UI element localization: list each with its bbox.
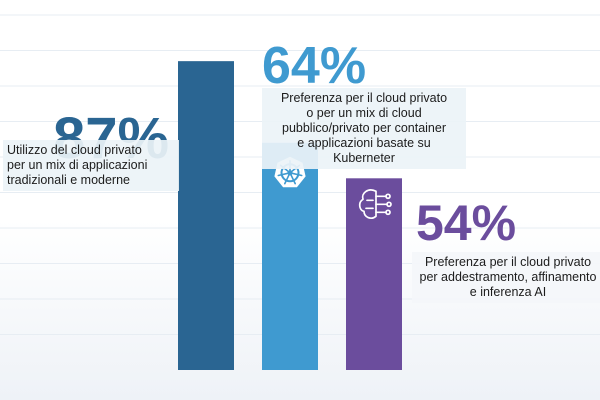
value-label-64: 64% — [262, 37, 367, 95]
bar-layer — [178, 61, 402, 371]
ai-brain-icon — [358, 189, 392, 219]
annotation-ai-training: Preferenza per il cloud privato per adde… — [412, 252, 600, 303]
icon-circuit-node — [385, 193, 391, 200]
icon-hub — [287, 170, 293, 176]
annotation-kubernetes-containers: Preferenza per il cloud privato o per un… — [262, 88, 466, 169]
icon-circuit-node — [386, 201, 392, 208]
bar — [178, 61, 234, 371]
value-label-54: 54% — [416, 195, 517, 251]
icon-circuit-node — [385, 209, 391, 216]
annotation-traditional-modern-apps: Utilizzo del cloud privato per un mix di… — [3, 140, 179, 191]
bar — [346, 178, 402, 370]
icon-brain-outline — [358, 189, 377, 219]
